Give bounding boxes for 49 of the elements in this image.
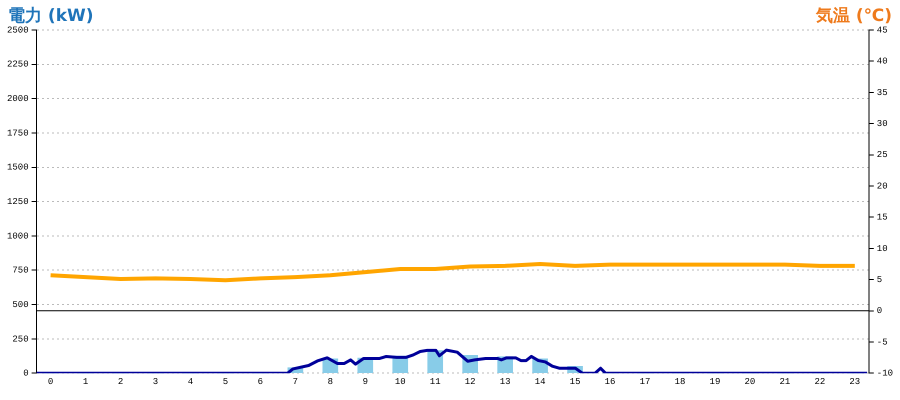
x-tick-label: 6 [258, 376, 264, 387]
y2-tick-label: -10 [876, 368, 893, 379]
y-tick-label: 1750 [6, 128, 29, 138]
x-tick-label: 18 [674, 376, 686, 387]
x-tick-label: 15 [570, 376, 580, 387]
x-tick-label: 2 [118, 376, 124, 387]
y-tick-label: 1500 [6, 162, 29, 173]
x-tick-label: 1 [82, 376, 88, 387]
y2-tick-label: 0 [876, 306, 882, 316]
x-tick-label: 20 [744, 376, 756, 387]
y-tick-label: 750 [12, 266, 29, 276]
y2-tick-label: -5 [876, 337, 888, 348]
y-tick-label: 2000 [6, 94, 29, 104]
y-tick-label: 250 [12, 334, 29, 344]
y-tick-label: 2500 [6, 25, 29, 36]
y2-tick-label: 25 [876, 150, 888, 160]
y2-tick-label: 10 [876, 244, 888, 254]
y2-tick-label: 40 [876, 56, 888, 67]
x-tick-label: 16 [604, 376, 616, 387]
x-tick-label: 0 [48, 376, 54, 387]
x-tick-label: 4 [188, 376, 194, 387]
x-tick-label: 13 [500, 376, 511, 387]
x-tick-label: 9 [362, 376, 368, 387]
x-tick-label: 14 [534, 376, 546, 387]
y-tick-label: 500 [12, 300, 29, 310]
x-tick-label: 23 [849, 376, 860, 387]
x-tick-label: 10 [394, 376, 406, 387]
x-tick-label: 8 [328, 376, 334, 387]
x-tick-label: 5 [222, 376, 228, 387]
x-tick-label: 21 [779, 376, 790, 387]
y2-tick-label: 5 [876, 274, 882, 285]
x-tick-label: 11 [430, 376, 441, 387]
y2-tick-label: 30 [876, 118, 888, 129]
x-tick-label: 22 [814, 376, 826, 387]
x-tick-label: 12 [464, 376, 476, 387]
y-tick-label: 0 [23, 368, 29, 379]
y-axis-title: 電力 (kW) [8, 6, 94, 26]
y2-tick-label: 35 [876, 88, 888, 98]
y2-tick-label: 45 [876, 25, 888, 36]
x-tick-label: 17 [640, 376, 650, 387]
x-tick-label: 19 [710, 376, 720, 387]
y-tick-label: 1000 [6, 231, 29, 242]
x-tick-label: 7 [292, 376, 298, 387]
y-tick-label: 1250 [6, 196, 29, 207]
x-tick-label: 3 [152, 376, 158, 387]
y2-axis-title: 気温 (℃) [814, 6, 892, 26]
y2-tick-label: 20 [876, 181, 888, 192]
y-tick-label: 2250 [6, 60, 29, 70]
y2-tick-label: 15 [876, 212, 888, 223]
